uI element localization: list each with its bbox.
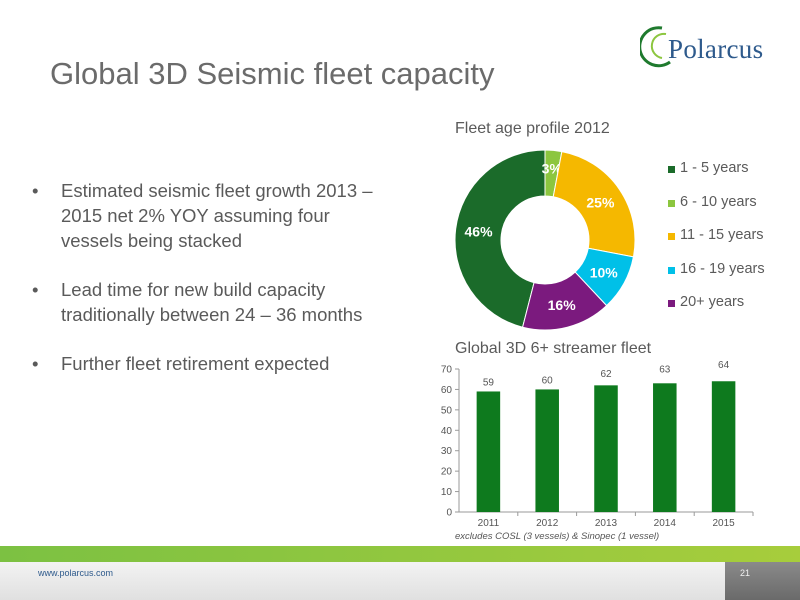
y-tick-label: 30 (441, 446, 453, 457)
legend-label: 11 - 15 years (680, 227, 764, 243)
footer-green-band (0, 546, 800, 562)
donut-legend: 1 - 5 years 6 - 10 years 11 - 15 years 1… (668, 160, 788, 328)
donut-data-label: 25% (586, 194, 615, 210)
x-tick-label: 2012 (536, 518, 559, 529)
bullet-text: Further fleet retirement expected (61, 353, 330, 374)
footer-page-block (725, 562, 800, 600)
slide-title: Global 3D Seismic fleet capacity (50, 56, 495, 91)
bullet-text: Estimated seismic fleet growth 2013 – 20… (61, 180, 373, 251)
footer-bar (0, 562, 800, 600)
fleet-age-donut-chart: 46% 3% 25% 10% 16% (454, 149, 636, 331)
x-tick-label: 2013 (595, 518, 618, 529)
logo-text: Polarcus (668, 34, 764, 64)
bar (476, 391, 501, 512)
bar-chart-title: Global 3D 6+ streamer fleet (455, 340, 652, 357)
legend-swatch (668, 300, 675, 307)
footer-url-link[interactable]: www.polarcus.com (38, 568, 114, 578)
y-tick-label: 0 (446, 508, 452, 519)
legend-swatch (668, 166, 675, 173)
y-tick-label: 70 (441, 365, 453, 376)
bar-data-label: 59 (483, 377, 495, 388)
donut-slice (552, 151, 636, 258)
bullet-dot: • (32, 279, 39, 300)
bar-data-label: 63 (659, 364, 671, 375)
bullet-list: • Estimated seismic fleet growth 2013 – … (30, 178, 390, 400)
polarcus-logo (640, 26, 671, 68)
legend-swatch (668, 233, 675, 240)
donut-data-label: 3% (542, 160, 563, 176)
legend-label: 6 - 10 years (680, 193, 757, 210)
y-tick-label: 10 (441, 487, 453, 498)
bar-data-label: 62 (600, 369, 612, 380)
legend-label: 1 - 5 years (680, 160, 749, 176)
legend-label: 20+ years (680, 294, 745, 310)
legend-swatch (668, 199, 675, 207)
bar (535, 389, 559, 512)
donut-data-label: 16% (548, 297, 577, 313)
y-tick-label: 50 (441, 405, 453, 416)
bullet-dot: • (32, 353, 39, 374)
y-tick-label: 40 (441, 426, 453, 437)
x-tick-label: 2015 (712, 518, 735, 529)
legend-item: 1 - 5 years (668, 160, 788, 194)
streamer-fleet-bar-chart: 0 10 20 30 40 50 60 70 59 2011 60 2012 62 2013 63 2014 6… (441, 360, 754, 529)
legend-item: 6 - 10 years (668, 194, 788, 228)
bar (594, 385, 618, 512)
donut-slice (522, 271, 608, 331)
bullet-item: • Estimated seismic fleet growth 2013 – … (30, 178, 390, 253)
bar (653, 383, 677, 512)
bullet-item: • Further fleet retirement expected (30, 351, 390, 376)
page-number: 21 (740, 568, 751, 578)
legend-item: 16 - 19 years (668, 261, 788, 295)
donut-data-label: 46% (465, 224, 494, 240)
bar-data-label: 60 (542, 375, 554, 386)
y-tick-label: 60 (441, 385, 453, 396)
legend-item: 20+ years (668, 294, 788, 328)
legend-label: 16 - 19 years (680, 260, 765, 277)
bullet-item: • Lead time for new build capacity tradi… (30, 277, 390, 327)
donut-data-label: 10% (590, 264, 619, 280)
legend-swatch (668, 266, 675, 274)
bar-data-label: 64 (718, 360, 730, 371)
x-tick-label: 2011 (478, 518, 500, 529)
bullet-dot: • (32, 180, 39, 201)
bar (711, 381, 736, 512)
x-tick-label: 2014 (654, 518, 677, 529)
logo-swoosh-icon (640, 26, 671, 68)
donut-chart-title: Fleet age profile 2012 (455, 120, 610, 137)
bullet-text: Lead time for new build capacity traditi… (61, 279, 363, 325)
donut-slice (454, 149, 546, 328)
y-tick-label: 20 (441, 467, 453, 478)
legend-item: 11 - 15 years (668, 227, 788, 261)
chart-footnote: excludes COSL (3 vessels) & Sinopec (1 v… (455, 531, 660, 542)
